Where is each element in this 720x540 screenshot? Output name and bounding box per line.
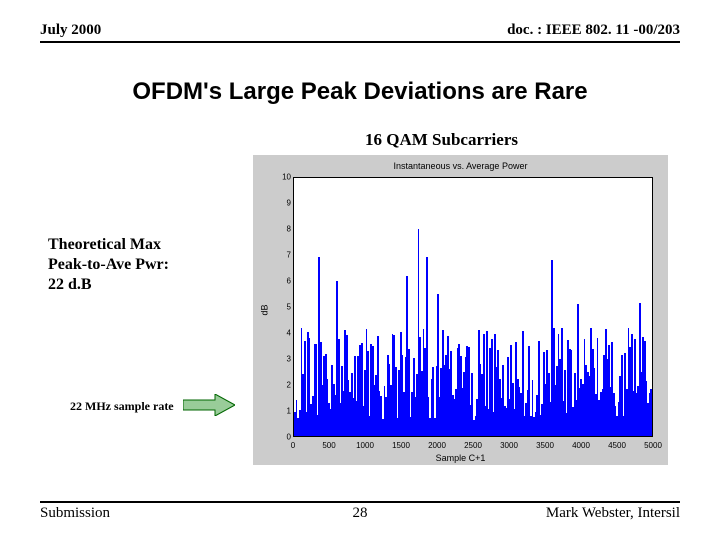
arrow-icon [183, 394, 235, 416]
header-date: July 2000 [40, 22, 101, 39]
ytick: 2 [287, 381, 291, 390]
xtick: 5000 [644, 441, 662, 450]
ytick: 5 [287, 303, 291, 312]
annotation-line: 22 d.B [48, 275, 208, 295]
xtick: 500 [322, 441, 335, 450]
ytick: 3 [287, 355, 291, 364]
footer-right: Mark Webster, Intersil [546, 505, 680, 522]
ytick: 7 [287, 251, 291, 260]
annotation-line: Peak-to-Ave Pwr: [48, 255, 208, 275]
xtick: 1500 [392, 441, 410, 450]
chart-plot [293, 177, 653, 437]
ytick: 8 [287, 225, 291, 234]
footer-left: Submission [40, 505, 110, 522]
xtick: 4000 [572, 441, 590, 450]
xtick: 3500 [536, 441, 554, 450]
chart-title: Instantaneous vs. Average Power [253, 161, 668, 171]
annotation-theoretical-max: Theoretical Max Peak-to-Ave Pwr: 22 d.B [48, 235, 208, 295]
xtick: 4500 [608, 441, 626, 450]
arrow-shape [183, 394, 235, 416]
subcarrier-label: 16 QAM Subcarriers [365, 130, 518, 150]
ytick: 4 [287, 329, 291, 338]
header-docnum: doc. : IEEE 802. 11 -00/203 [507, 22, 680, 39]
xtick: 1000 [356, 441, 374, 450]
chart-container: Instantaneous vs. Average Power dB Sampl… [253, 155, 668, 465]
ytick: 9 [287, 199, 291, 208]
ytick: 10 [282, 173, 291, 182]
chart-xlabel: Sample C+1 [253, 453, 668, 463]
xtick: 3000 [500, 441, 518, 450]
header: July 2000 doc. : IEEE 802. 11 -00/203 [40, 22, 680, 43]
footer: Submission 28 Mark Webster, Intersil [40, 501, 680, 522]
annotation-line: Theoretical Max [48, 235, 208, 255]
page-number: 28 [353, 505, 368, 522]
xtick: 2500 [464, 441, 482, 450]
ytick: 1 [287, 407, 291, 416]
sample-rate-label: 22 MHz sample rate [70, 399, 174, 414]
page-title: OFDM's Large Peak Deviations are Rare [0, 78, 720, 106]
xtick: 0 [291, 441, 295, 450]
chart-ylabel: dB [260, 304, 270, 315]
xtick: 2000 [428, 441, 446, 450]
chart-bars [294, 178, 652, 436]
ytick: 6 [287, 277, 291, 286]
